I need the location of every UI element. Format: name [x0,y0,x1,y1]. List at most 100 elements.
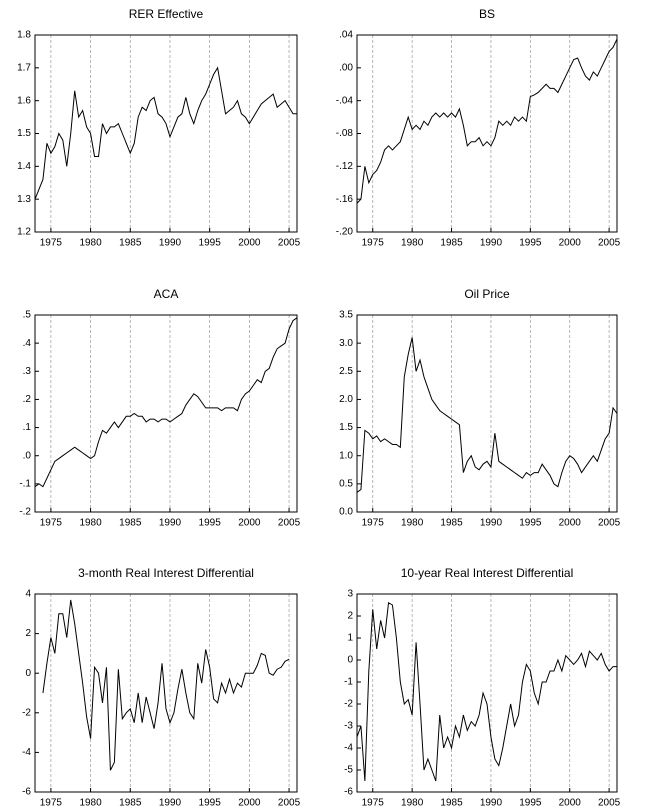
x-tick-label: 1975 [362,798,385,809]
y-tick-label: 1.3 [17,194,31,205]
data-line [356,337,618,493]
chart-title: 10-year Real Interest Differential [401,566,574,580]
x-tick-label: 1985 [440,238,463,249]
y-tick-label: -.16 [336,194,354,205]
plot-frame [34,34,298,233]
x-tick-label: 1995 [519,798,542,809]
plot-frame [356,314,618,513]
y-tick-label: 1.5 [339,422,353,433]
y-tick-label: 1.6 [17,95,31,106]
y-tick-label: .2 [23,394,32,405]
x-tick-label: 1975 [40,798,63,809]
x-tick-label: 1980 [79,238,102,249]
y-tick-label: -.2 [19,507,31,518]
y-tick-label: 1.8 [17,30,31,41]
y-tick-label: .4 [23,338,32,349]
chart-title: ACA [154,287,179,301]
data-line [42,599,290,771]
plot-frame [34,314,298,513]
data-line [356,38,618,204]
x-tick-label: 1995 [519,238,542,249]
data-line [34,66,297,200]
plot-frame [356,593,618,793]
plot-frame [34,593,298,793]
x-tick-label: 2005 [598,798,621,809]
y-tick-label: -2 [22,707,31,718]
y-tick-label: 0 [347,655,353,666]
x-tick-label: 1990 [159,238,182,249]
x-tick-label: 1990 [480,518,503,529]
y-tick-label: 1.7 [17,62,31,73]
data-line [34,317,298,488]
y-tick-label: -1 [344,677,353,688]
x-tick-label: 1995 [199,798,222,809]
x-tick-label: 2000 [559,798,582,809]
y-tick-label: 2 [347,611,353,622]
y-tick-label: 3.0 [339,338,353,349]
y-tick-label: .04 [339,30,353,41]
x-tick-label: 1980 [401,518,424,529]
x-tick-label: 2000 [559,518,582,529]
x-tick-label: 1995 [199,518,222,529]
y-tick-label: 1 [347,633,353,644]
y-tick-label: -5 [344,765,353,776]
x-tick-label: 1980 [79,798,102,809]
y-tick-label: .1 [23,422,32,433]
x-tick-label: 2005 [278,518,301,529]
y-tick-label: -.12 [336,161,354,172]
x-tick-label: 1985 [440,518,463,529]
plot-frame [356,34,618,233]
y-tick-label: -4 [22,747,31,758]
chart-title: Oil Price [464,287,510,301]
x-tick-label: 1980 [79,518,102,529]
y-tick-label: -4 [344,743,353,754]
y-tick-label: -6 [22,787,31,798]
y-tick-label: 0.0 [339,507,353,518]
y-tick-label: 1.2 [17,227,31,238]
chart-title: 3-month Real Interest Differential [78,566,254,580]
y-tick-label: .5 [23,310,32,321]
y-tick-label: -2 [344,699,353,710]
chart-title: RER Effective [129,7,204,21]
x-tick-label: 1975 [362,518,385,529]
x-tick-label: 2005 [278,238,301,249]
y-tick-label: 2.5 [339,366,353,377]
x-tick-label: 1985 [440,798,463,809]
y-tick-label: .3 [23,366,32,377]
y-tick-label: -.1 [19,478,31,489]
y-tick-label: 2.0 [339,394,353,405]
y-tick-label: 1.4 [17,161,31,172]
y-tick-label: .0 [23,450,32,461]
y-tick-label: -.04 [336,95,354,106]
data-line [356,601,617,782]
x-tick-label: 2005 [278,798,301,809]
x-tick-label: 1985 [119,518,142,529]
x-tick-label: 1995 [519,518,542,529]
x-tick-label: 1990 [480,238,503,249]
x-tick-label: 2005 [598,518,621,529]
x-tick-label: 1980 [401,798,424,809]
x-tick-label: 2000 [238,518,261,529]
x-tick-label: 1980 [401,238,424,249]
y-tick-label: .00 [339,62,353,73]
x-tick-label: 2000 [238,798,261,809]
x-tick-label: 2000 [559,238,582,249]
y-tick-label: 3.5 [339,310,353,321]
y-tick-label: 4 [25,589,31,600]
x-tick-label: 1975 [362,238,385,249]
y-tick-label: -.08 [336,128,354,139]
y-tick-label: 2 [25,628,31,639]
x-tick-label: 2000 [238,238,261,249]
y-tick-label: 0 [25,668,31,679]
x-tick-label: 2005 [598,238,621,249]
y-tick-label: 0.5 [339,478,353,489]
x-tick-label: 1990 [480,798,503,809]
chart-title: BS [479,7,495,21]
x-tick-label: 1990 [159,798,182,809]
x-tick-label: 1975 [40,238,63,249]
x-tick-label: 1975 [40,518,63,529]
y-tick-label: 1.0 [339,450,353,461]
y-tick-label: -6 [344,787,353,798]
x-tick-label: 1985 [119,238,142,249]
